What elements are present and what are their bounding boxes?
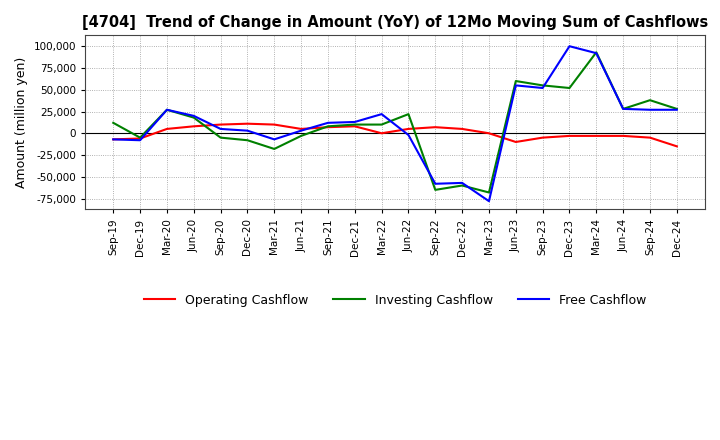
Investing Cashflow	[539, 83, 547, 88]
Investing Cashflow	[136, 135, 145, 140]
Operating Cashflow	[404, 126, 413, 132]
Operating Cashflow	[189, 124, 198, 129]
Investing Cashflow	[431, 187, 440, 193]
Operating Cashflow	[672, 144, 681, 149]
Free Cashflow	[136, 138, 145, 143]
Free Cashflow	[323, 120, 332, 125]
Free Cashflow	[485, 198, 493, 204]
Line: Free Cashflow: Free Cashflow	[113, 46, 677, 201]
Free Cashflow	[511, 83, 520, 88]
Free Cashflow	[672, 107, 681, 112]
Free Cashflow	[270, 137, 279, 142]
Operating Cashflow	[351, 124, 359, 129]
Free Cashflow	[297, 128, 305, 133]
Operating Cashflow	[646, 135, 654, 140]
Investing Cashflow	[351, 122, 359, 127]
Free Cashflow	[565, 44, 574, 49]
Operating Cashflow	[485, 131, 493, 136]
Operating Cashflow	[592, 133, 600, 139]
Free Cashflow	[163, 107, 171, 112]
Line: Operating Cashflow: Operating Cashflow	[113, 124, 677, 147]
Operating Cashflow	[458, 126, 467, 132]
Investing Cashflow	[189, 115, 198, 120]
Line: Investing Cashflow: Investing Cashflow	[113, 52, 677, 192]
Free Cashflow	[377, 111, 386, 117]
Investing Cashflow	[216, 135, 225, 140]
Investing Cashflow	[109, 120, 117, 125]
Free Cashflow	[431, 181, 440, 187]
Legend: Operating Cashflow, Investing Cashflow, Free Cashflow: Operating Cashflow, Investing Cashflow, …	[139, 289, 652, 312]
Investing Cashflow	[297, 133, 305, 139]
Investing Cashflow	[592, 50, 600, 55]
Operating Cashflow	[216, 122, 225, 127]
Operating Cashflow	[539, 135, 547, 140]
Operating Cashflow	[297, 126, 305, 132]
Y-axis label: Amount (million yen): Amount (million yen)	[15, 57, 28, 188]
Investing Cashflow	[243, 138, 252, 143]
Operating Cashflow	[243, 121, 252, 126]
Investing Cashflow	[270, 147, 279, 152]
Investing Cashflow	[511, 78, 520, 84]
Investing Cashflow	[485, 190, 493, 195]
Free Cashflow	[458, 180, 467, 186]
Operating Cashflow	[109, 137, 117, 142]
Investing Cashflow	[377, 122, 386, 127]
Free Cashflow	[404, 132, 413, 138]
Investing Cashflow	[404, 111, 413, 117]
Operating Cashflow	[270, 122, 279, 127]
Free Cashflow	[109, 137, 117, 142]
Free Cashflow	[646, 107, 654, 112]
Free Cashflow	[618, 106, 627, 111]
Investing Cashflow	[323, 124, 332, 129]
Free Cashflow	[351, 119, 359, 125]
Operating Cashflow	[163, 126, 171, 132]
Investing Cashflow	[458, 183, 467, 188]
Investing Cashflow	[646, 98, 654, 103]
Operating Cashflow	[565, 133, 574, 139]
Operating Cashflow	[136, 136, 145, 141]
Free Cashflow	[243, 128, 252, 133]
Investing Cashflow	[672, 106, 681, 111]
Free Cashflow	[592, 51, 600, 56]
Free Cashflow	[539, 85, 547, 91]
Operating Cashflow	[377, 131, 386, 136]
Operating Cashflow	[431, 125, 440, 130]
Investing Cashflow	[618, 106, 627, 111]
Investing Cashflow	[163, 107, 171, 112]
Free Cashflow	[189, 113, 198, 118]
Free Cashflow	[216, 126, 225, 132]
Investing Cashflow	[565, 85, 574, 91]
Title: [4704]  Trend of Change in Amount (YoY) of 12Mo Moving Sum of Cashflows: [4704] Trend of Change in Amount (YoY) o…	[82, 15, 708, 30]
Operating Cashflow	[618, 133, 627, 139]
Operating Cashflow	[511, 139, 520, 145]
Operating Cashflow	[323, 125, 332, 130]
